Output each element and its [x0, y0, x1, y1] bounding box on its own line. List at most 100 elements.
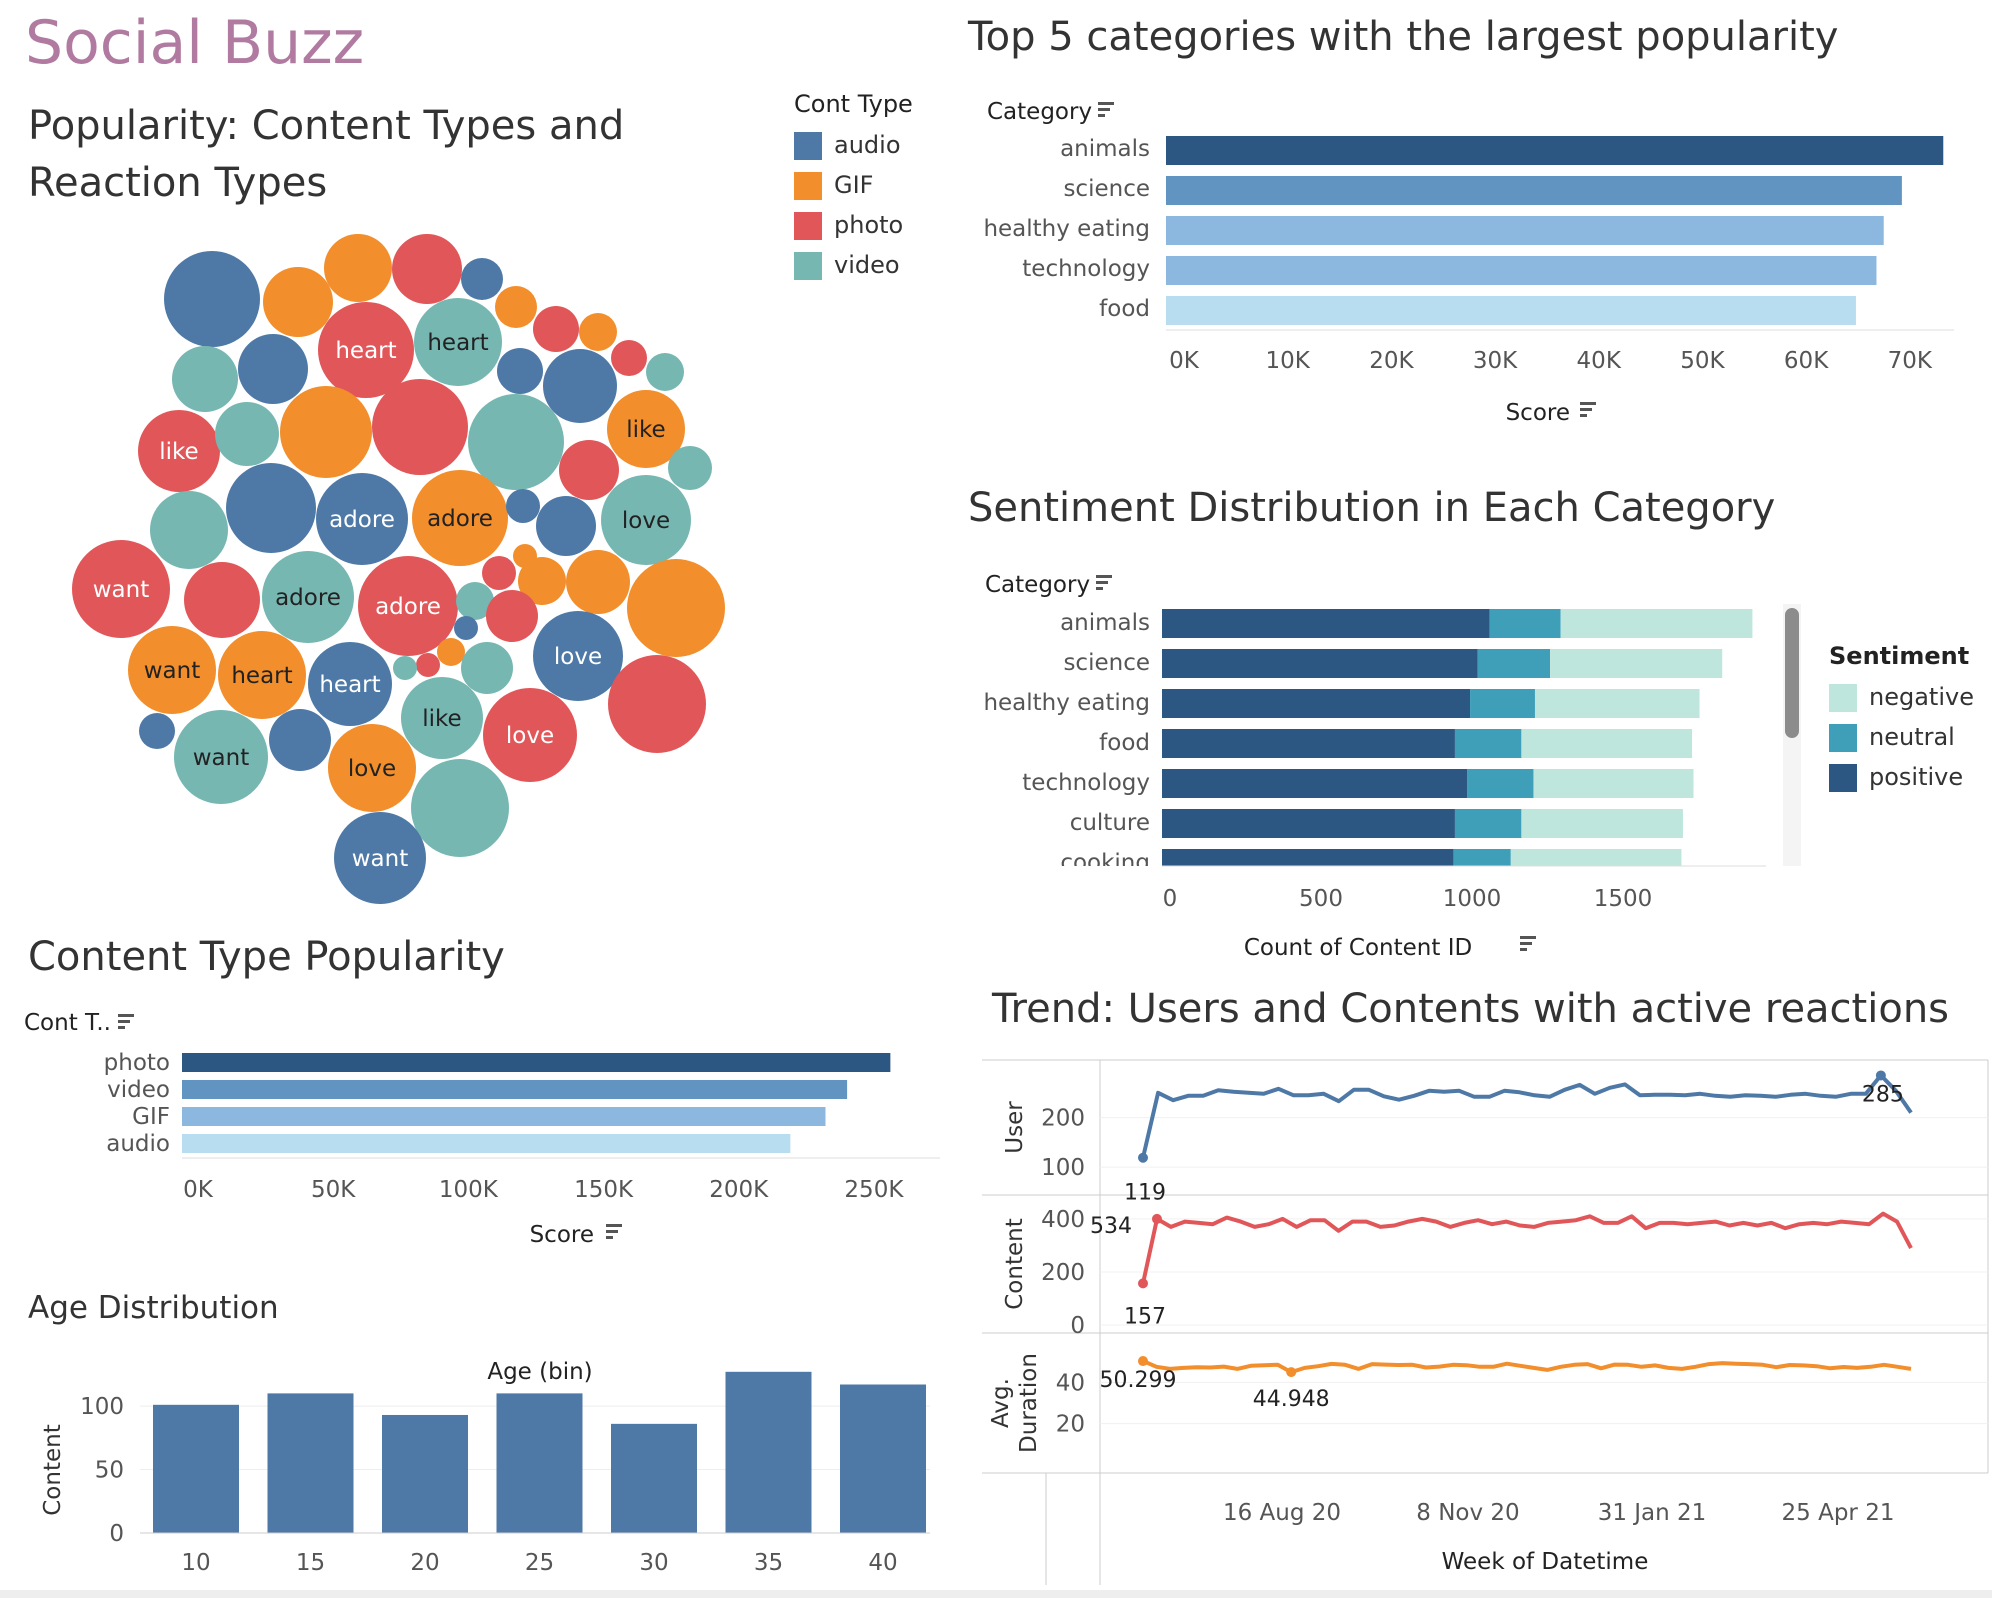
series-line-1 [1141, 1211, 1913, 1284]
bubble-video [393, 656, 417, 680]
scrollbar-thumb[interactable] [1785, 608, 1799, 738]
legend-label: GIF [834, 171, 874, 199]
bubble-photo [559, 440, 619, 500]
bubble-photo [184, 562, 260, 638]
x-tick-label: 100K [439, 1177, 499, 1203]
category-label: audio [106, 1131, 170, 1157]
bubble-audio [497, 348, 543, 394]
annotation-label: 119 [1124, 1181, 1166, 1206]
x-tick-label: 150K [574, 1177, 634, 1203]
category-label: photo [104, 1050, 170, 1076]
x-tick-label: 500 [1299, 886, 1343, 912]
legend-swatch-neutral [1829, 724, 1857, 752]
legend-swatch-negative [1829, 684, 1857, 712]
annotation-label: 285 [1862, 1082, 1904, 1107]
bubble-label: love [506, 723, 554, 749]
bubble-label: heart [319, 672, 380, 698]
bubble-photo [392, 234, 462, 304]
legend-label: positive [1869, 763, 1964, 791]
x-tick-label: 40 [868, 1550, 897, 1576]
legend-title: Cont Type [794, 90, 913, 118]
series-line-0 [1141, 1073, 1913, 1159]
sentiment-chart-title: Sentiment Distribution in Each Category [968, 485, 1776, 531]
trend-line-chart: 100 200 User 119 285 0 200 400 Content 534 157 20 40… [982, 1059, 1989, 1585]
bar-negative [1534, 689, 1700, 718]
bar [1166, 176, 1902, 205]
bubble-label: want [193, 745, 250, 771]
category-sort-icon[interactable] [1096, 575, 1112, 590]
top5-chart-title: Top 5 categories with the largest popula… [968, 14, 1839, 60]
series-max-marker [1875, 1070, 1886, 1081]
bar [1166, 296, 1856, 325]
y-tick-label: 40 [1056, 1370, 1085, 1396]
bubble-label: love [622, 508, 670, 534]
sort-icon-line [1580, 414, 1587, 417]
bubble-video [215, 402, 279, 466]
bubble-audio [334, 812, 426, 904]
legend-item-positive[interactable]: positive [1829, 762, 1963, 792]
legend-item-video[interactable]: video [794, 250, 900, 280]
category-sort-icon[interactable] [1098, 102, 1114, 117]
x-tick-label: 8 Nov 20 [1416, 1500, 1519, 1526]
chart-subtitle: Age (bin) [487, 1359, 592, 1385]
bar-positive [1162, 729, 1455, 758]
panel-label: User [1002, 1101, 1028, 1154]
bubble-audio [454, 616, 478, 640]
x-axis-title: Week of Datetime [1442, 1549, 1649, 1575]
top5-bar-chart: Category animals science healthy eating tech… [983, 99, 1954, 426]
bubble-GIF [412, 470, 508, 566]
category-label: food [1099, 730, 1150, 756]
sort-icon-line [1580, 402, 1596, 405]
bubble-audio [139, 713, 175, 749]
legend-title: Sentiment [1829, 642, 1970, 670]
x-axis-title: Score [530, 1222, 594, 1248]
panel-label: Content [1002, 1218, 1028, 1309]
sort-icon-line [606, 1236, 613, 1239]
annotation-label: 44.948 [1253, 1387, 1330, 1412]
x-tick-label: 30K [1473, 348, 1518, 374]
bar [1166, 136, 1944, 165]
legend-item-gif[interactable]: GIF [794, 170, 873, 200]
bar-positive [1162, 769, 1468, 798]
bar-neutral [1454, 809, 1522, 838]
bubble-label: like [422, 706, 461, 732]
bubble-label: adore [375, 594, 441, 620]
bubble-audio [238, 334, 308, 404]
annotation-label: 50.299 [1100, 1368, 1177, 1393]
bar [496, 1393, 583, 1533]
legend-item-photo[interactable]: photo [794, 210, 903, 240]
legend-label: video [834, 251, 900, 279]
x-tick-label: 60K [1784, 348, 1829, 374]
category-label: healthy eating [983, 690, 1150, 716]
bubble-label: love [348, 756, 396, 782]
x-tick-label: 1500 [1594, 886, 1653, 912]
bar-positive [1162, 689, 1471, 718]
trend-chart-title: Trend: Users and Contents with active re… [992, 986, 1950, 1032]
y-axis-title: Content [40, 1424, 66, 1515]
x-tick-label: 30 [639, 1550, 668, 1576]
bubble-photo [72, 540, 170, 638]
y-tick-label: 100 [80, 1394, 124, 1420]
cont-type-legend: Cont Type audio GIF photo video [794, 90, 994, 290]
bubble-GIF [280, 386, 372, 478]
legend-item-negative[interactable]: negative [1829, 682, 1974, 712]
sort-icon-line [118, 1020, 130, 1023]
category-label: animals [1060, 610, 1150, 636]
count-sort-icon[interactable] [1520, 936, 1536, 951]
score-sort-icon[interactable] [1580, 402, 1596, 417]
sort-icon-line [1098, 108, 1110, 111]
series-start-marker [1138, 1356, 1148, 1367]
bar [725, 1371, 812, 1533]
bar [267, 1393, 354, 1533]
bubble-GIF [607, 390, 685, 468]
cont-type-sort-icon[interactable] [118, 1014, 134, 1029]
age-chart-title: Age Distribution [28, 1290, 279, 1326]
bubble-audio [164, 251, 260, 347]
scroll-clip-cover [960, 866, 1800, 970]
score-sort-icon[interactable] [606, 1224, 622, 1239]
bar-negative [1533, 769, 1694, 798]
legend-item-neutral[interactable]: neutral [1829, 722, 1955, 752]
category-label: culture [1070, 810, 1150, 836]
legend-item-audio[interactable]: audio [794, 130, 901, 160]
